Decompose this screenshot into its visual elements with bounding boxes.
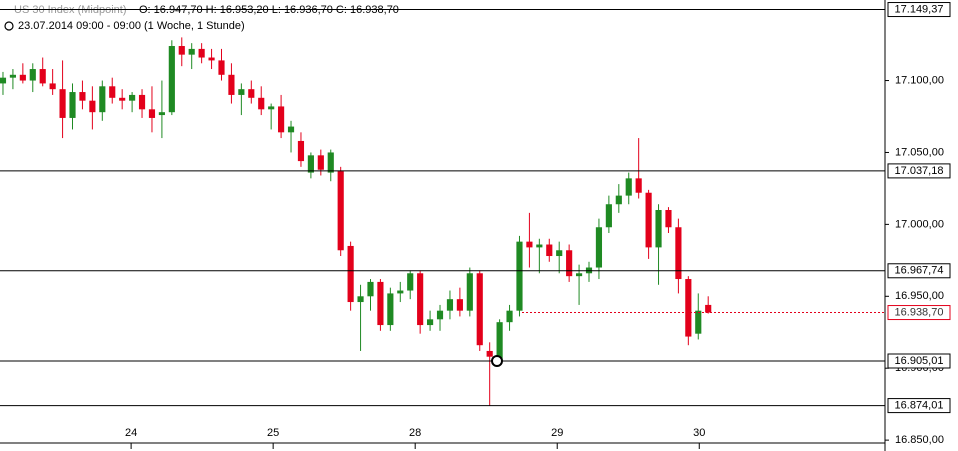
candle-body	[546, 244, 553, 257]
candle-body	[685, 279, 692, 337]
candle-body	[456, 299, 463, 311]
candle-body	[307, 155, 314, 173]
candle-body	[9, 74, 16, 78]
x-tick-label: 28	[409, 427, 421, 439]
candle-body	[198, 48, 205, 58]
candle-body	[417, 273, 424, 326]
level-box	[887, 353, 951, 369]
candle-body	[297, 140, 305, 162]
y-tick-label: 17.000,00	[895, 218, 944, 230]
candle-body	[347, 245, 354, 303]
level-marker	[491, 355, 503, 368]
candle-body	[635, 178, 642, 193]
candle-body	[357, 296, 364, 303]
candle-body	[129, 94, 136, 101]
candle-body	[486, 350, 493, 357]
level-label: 16.967,74	[895, 265, 944, 277]
level-box	[887, 163, 951, 179]
candle-body	[615, 195, 622, 205]
candle-body	[427, 319, 434, 326]
candle-body	[397, 290, 404, 294]
candle-body	[178, 46, 185, 55]
candle-body	[327, 152, 334, 173]
candle-body	[188, 48, 195, 55]
candle-body	[89, 100, 96, 113]
candle-body	[625, 178, 632, 196]
candle-body	[566, 250, 573, 277]
candle-body	[496, 322, 503, 360]
candle-body	[278, 106, 285, 133]
candle-body	[138, 94, 146, 110]
candle-body	[168, 46, 175, 113]
candle-body	[665, 209, 672, 228]
level-box	[887, 263, 951, 279]
candle-body	[59, 89, 66, 118]
candle-body	[436, 310, 444, 320]
y-tick-label: 16.850,00	[895, 434, 944, 446]
candle-body	[238, 89, 245, 95]
candle-body	[228, 74, 235, 95]
candle-body	[248, 89, 255, 98]
candle-body	[466, 273, 473, 311]
x-tick-label: 24	[125, 427, 137, 439]
candle-body	[258, 97, 265, 110]
period: 23.07.2014 09:00 - 09:00 (1 Woche, 1 Stu…	[18, 20, 245, 32]
candle-body	[446, 299, 454, 311]
candle-body	[29, 69, 36, 81]
candle-body	[575, 273, 583, 277]
candle-body	[655, 209, 662, 248]
level-label: 17.037,18	[895, 165, 944, 177]
candle-body	[69, 92, 76, 118]
level-label: 17.149,37	[895, 3, 944, 15]
candle-body	[218, 60, 225, 75]
x-tick-label: 25	[267, 427, 279, 439]
candle-body	[109, 86, 116, 98]
candle-body	[287, 126, 295, 133]
candle-body	[387, 293, 394, 326]
candle-body	[476, 273, 483, 346]
current-price-label: 16.938,70	[895, 306, 944, 318]
current-price-box	[887, 305, 951, 321]
candle-body	[367, 281, 374, 297]
candle-body	[158, 112, 165, 116]
candle-body	[268, 106, 275, 110]
candle-body	[536, 244, 543, 248]
candle-body	[317, 155, 324, 170]
candle-body	[49, 83, 56, 90]
candle-body	[695, 310, 702, 334]
level-box	[887, 398, 951, 414]
candle-body	[19, 74, 26, 81]
candle-body	[675, 227, 682, 280]
candle-body	[148, 109, 156, 118]
candle-body	[705, 304, 712, 313]
candle-body	[79, 92, 86, 101]
candle-body	[526, 241, 533, 248]
candle-body	[377, 281, 384, 326]
candle-body	[337, 171, 344, 251]
candle-body	[208, 57, 215, 61]
level-box	[887, 2, 951, 18]
clock-icon	[4, 21, 14, 31]
y-tick-label: 16.950,00	[895, 290, 944, 302]
candle-body	[119, 97, 126, 101]
candle-body	[0, 77, 7, 84]
candle-body	[516, 241, 523, 311]
candle-body	[407, 273, 414, 291]
candle-body	[506, 310, 513, 323]
candle-body	[595, 227, 603, 268]
level-label: 16.874,01	[895, 399, 944, 411]
y-tick-label: 17.100,00	[895, 74, 944, 86]
x-tick-label: 30	[693, 427, 705, 439]
candle-body	[39, 69, 46, 84]
candle-body	[99, 86, 106, 113]
y-tick-label: 17.050,00	[895, 146, 944, 158]
x-tick-label: 29	[551, 427, 563, 439]
candle-body	[605, 204, 612, 228]
candle-body	[556, 250, 563, 257]
candle-body	[645, 192, 652, 248]
level-label: 16.905,01	[895, 355, 944, 367]
